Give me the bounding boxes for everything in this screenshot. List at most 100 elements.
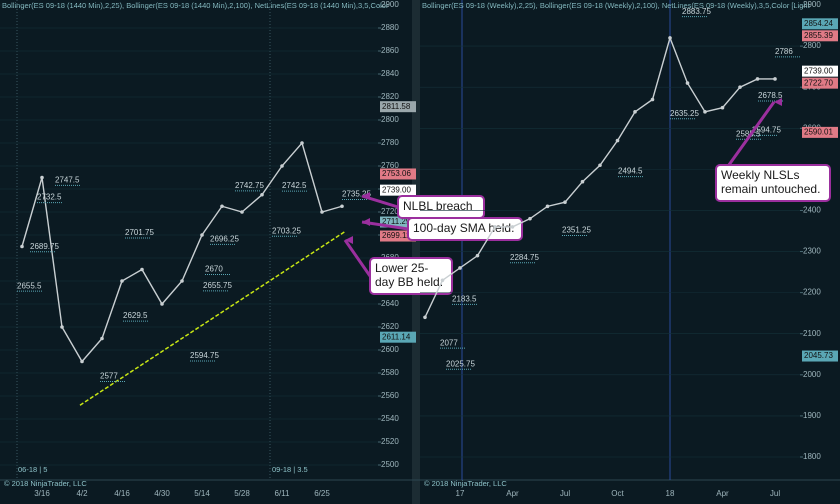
y-tick-label: 2580 <box>381 368 399 377</box>
level-label: 2494.5 <box>618 167 643 176</box>
price-point <box>528 216 532 221</box>
x-tick-label: Jul <box>770 489 780 498</box>
y-tick-label: 2880 <box>381 23 399 32</box>
price-tag <box>802 30 838 42</box>
x-tick-label: 5/28 <box>234 489 250 498</box>
y-tick-label: 2620 <box>381 322 399 331</box>
level-label: 2183.5 <box>452 295 477 304</box>
level-label: 2284.75 <box>510 253 539 262</box>
callout-text: day BB held. <box>375 275 443 289</box>
panel-divider <box>412 0 420 504</box>
callout-text: remain untouched. <box>721 182 820 196</box>
price-point <box>493 225 497 229</box>
price-tag <box>802 65 838 77</box>
level-label: 2670 <box>205 265 223 274</box>
price-tag <box>380 216 416 228</box>
price-point <box>703 110 707 114</box>
y-tick-label: 2540 <box>381 414 399 423</box>
price-tag-label: 2854.24 <box>804 19 833 28</box>
y-tick-label: 2100 <box>803 329 821 338</box>
callout-text: Weekly NLSLs <box>721 168 799 182</box>
level-label: 2701.75 <box>125 228 154 237</box>
price-tag-label: 2811.58 <box>382 102 411 111</box>
y-tick-label: 1800 <box>803 452 821 461</box>
trendline <box>79 230 346 406</box>
y-tick-label: 2840 <box>381 69 399 78</box>
price-point <box>40 175 44 180</box>
callout-text: Lower 25- <box>375 261 428 275</box>
y-tick-label: 2780 <box>381 138 399 147</box>
level-label: 2655.5 <box>17 281 42 290</box>
price-point <box>668 36 672 40</box>
price-point <box>738 85 742 89</box>
level-label: 2025.75 <box>446 359 475 368</box>
level-label: 2077 <box>440 338 458 347</box>
x-tick-label: 6/25 <box>314 489 330 498</box>
arrow-head <box>362 218 370 226</box>
level-label: 2594.75 <box>190 351 219 360</box>
price-point <box>580 179 585 184</box>
price-point <box>685 81 690 85</box>
x-tick-label: 4/16 <box>114 489 130 498</box>
price-point <box>60 325 64 329</box>
price-point <box>755 77 760 81</box>
level-label: 2883.75 <box>682 7 711 16</box>
y-tick-label: 2820 <box>381 92 399 101</box>
y-tick-label: 2560 <box>381 391 399 400</box>
price-tag <box>802 77 838 89</box>
level-label: 2689.75 <box>30 242 59 251</box>
y-tick-label: 2000 <box>803 370 821 379</box>
y-tick-label: 1900 <box>803 411 821 420</box>
level-label: 2678.5 <box>758 91 783 100</box>
y-tick-label: 2900 <box>803 0 821 9</box>
level-label: 2742.75 <box>235 181 264 190</box>
level-label: 2696.25 <box>210 234 239 243</box>
y-tick-label: 2760 <box>381 161 399 170</box>
level-label: 2351.25 <box>562 226 591 235</box>
price-point <box>200 233 204 237</box>
y-tick-label: 2640 <box>381 299 399 308</box>
price-point <box>615 138 620 143</box>
price-point <box>240 210 244 214</box>
x-tick-label: Apr <box>716 489 729 498</box>
callout-box <box>407 217 523 241</box>
y-tick-label: 2800 <box>803 41 821 50</box>
x-tick-label: 17 <box>456 489 465 498</box>
level-label: 2594.75 <box>752 126 781 135</box>
x-tick-label: 4/30 <box>154 489 170 498</box>
y-tick-label: 2600 <box>381 345 399 354</box>
y-tick-label: 2500 <box>381 460 399 469</box>
price-point <box>180 279 184 283</box>
price-tag-label: 2590.01 <box>804 127 833 136</box>
price-point <box>598 163 602 168</box>
level-label: 2735.25 <box>342 190 371 199</box>
level-label: 2635.25 <box>670 109 699 118</box>
price-point <box>220 204 224 209</box>
price-tag <box>802 350 838 362</box>
x-tick-label: 18 <box>666 489 675 498</box>
price-point <box>773 77 777 81</box>
price-point <box>100 336 104 341</box>
price-tag <box>380 331 416 343</box>
footer: © 2018 NinjaTrader, LLC <box>4 479 87 488</box>
price-tag <box>380 184 416 196</box>
y-tick-label: 2860 <box>381 46 399 55</box>
callout-text: NLBL breach <box>403 199 473 213</box>
callout-text: 100-day SMA held. <box>413 221 514 235</box>
price-point <box>423 315 427 320</box>
contract-note: 09-18 | 3.5 <box>272 465 308 474</box>
y-tick-label: 2300 <box>803 247 821 256</box>
price-point <box>80 359 84 364</box>
x-tick-label: Oct <box>611 489 624 498</box>
level-label: 2786 <box>775 47 793 56</box>
y-tick-label: 2400 <box>803 206 821 215</box>
contract-note: 06-18 | 5 <box>18 465 47 474</box>
x-tick-label: 3/16 <box>34 489 50 498</box>
price-tag-label: 2711.29 <box>382 217 411 226</box>
level-label: 2585.5 <box>736 129 761 138</box>
price-point <box>340 204 344 209</box>
x-tick-label: Apr <box>506 489 519 498</box>
price-point <box>20 244 24 249</box>
price-tag-label: 2753.06 <box>382 169 411 178</box>
